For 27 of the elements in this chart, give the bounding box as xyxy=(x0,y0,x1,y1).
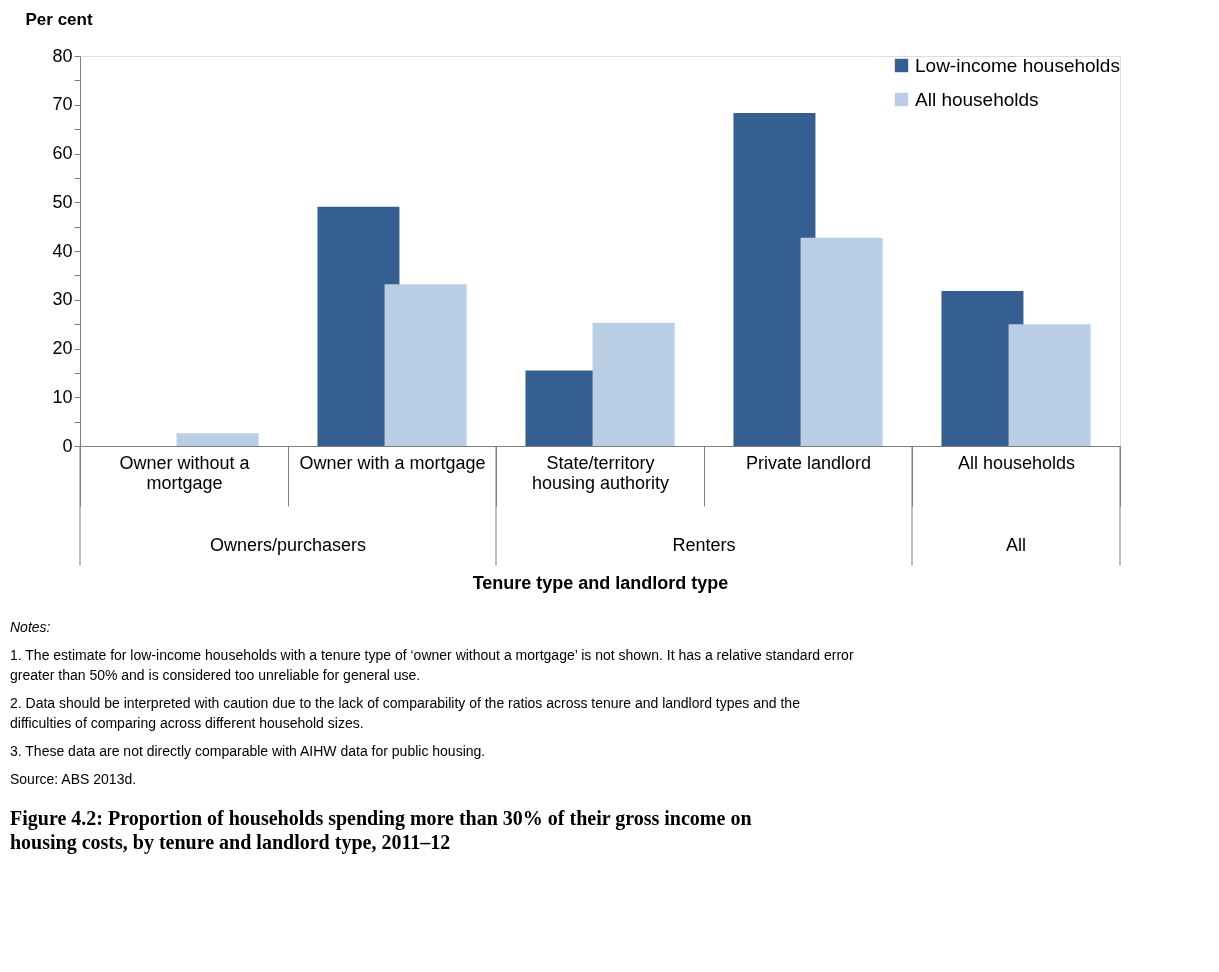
text: Notes: xyxy=(10,619,51,635)
y-tick-label: 10 xyxy=(52,386,73,407)
y-axis-title: Per cent xyxy=(25,9,93,29)
y-tick-label: 60 xyxy=(52,143,73,163)
text: All xyxy=(1005,535,1027,555)
y-tick-label: 20 xyxy=(52,338,73,358)
source-note: Source: ABS 2013d. xyxy=(10,771,137,787)
y-tick-label: 80 xyxy=(52,45,73,66)
text: 3. These data are not directly comparable with AIHW data for public housing. xyxy=(10,743,486,759)
text: Figure 4.2: Proportion of households spending more than 30% of their gross income on housing costs, by tenure and landlord type, 2011–12 xyxy=(10,807,752,854)
text: Renters xyxy=(672,535,736,555)
x-axis-title: Tenure type and landlord type xyxy=(472,573,729,593)
text: Owners/purchasers xyxy=(209,535,367,555)
text: 2. Data should be interpreted with caution due to the lack of comparability of the ratios across tenure and landlord types and the difficulties of comparing across different household sizes. xyxy=(10,695,801,731)
y-tick-label: 40 xyxy=(52,240,73,261)
x-tick-label: Owner with a mortgage xyxy=(299,452,486,473)
y-tick-label: 0 xyxy=(62,435,73,456)
legend-label: All households xyxy=(915,88,1039,110)
text: 1. The estimate for low-income households with a tenure type of ‘owner without a mortgage’ is not shown. It has a relative standard error greater than 50% and is considered too unreliable for general use. xyxy=(10,647,854,683)
legend-label: Low-income households xyxy=(915,54,1120,76)
y-tick-label: 50 xyxy=(52,191,73,212)
x-tick-label: State/territory housing authority xyxy=(531,452,670,493)
y-tick-label: 70 xyxy=(52,94,73,115)
x-tick-label: Private landlord xyxy=(745,452,872,473)
x-tick-label: Owner without a mortgage xyxy=(119,452,251,493)
y-tick-label: 30 xyxy=(52,289,73,310)
x-tick-label: All households xyxy=(957,452,1076,473)
